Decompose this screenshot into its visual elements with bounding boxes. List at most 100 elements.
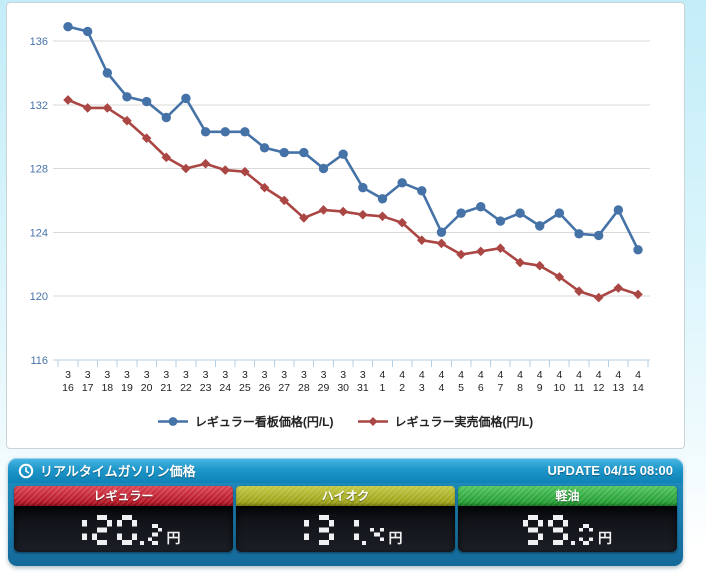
svg-text:12: 12 [593,382,605,394]
data-point [299,213,309,223]
line-chart: 1161201241281321363163173183193203213223… [30,21,650,394]
data-point [574,286,584,297]
data-point [476,202,486,212]
svg-text:29: 29 [318,382,330,394]
svg-text:1: 1 [380,382,386,394]
realtime-price-panel: リアルタイムガソリン価格 UPDATE 04/15 08:00 レギュラー円ハイ… [8,458,683,566]
data-point [475,246,486,257]
data-point [456,249,466,260]
data-point [593,292,604,303]
price-display-regular: 円 [14,506,233,552]
price-box-high-octane: ハイオク円 [236,486,455,552]
price-display-diesel: 円 [458,506,677,552]
svg-text:3: 3 [163,369,169,381]
data-point [338,206,348,217]
svg-text:120: 120 [30,291,48,303]
x-axis-labels: 3163173183193203213223233243253263273283… [62,369,644,394]
clock-icon [18,463,34,478]
data-point [613,283,624,293]
legend-item-1[interactable]: レギュラー実売価格(円/L) [357,413,533,430]
data-point [574,229,584,239]
data-point [318,163,329,174]
svg-text:3: 3 [65,369,71,381]
svg-text:22: 22 [180,382,192,394]
data-point [102,103,113,113]
data-point [456,208,466,218]
svg-text:31: 31 [357,382,369,394]
chart-series-0 [63,21,643,255]
price-value-high-octane [303,515,384,545]
svg-text:116: 116 [30,355,48,367]
svg-text:4: 4 [399,369,405,381]
data-point [63,21,73,32]
data-point [417,186,427,196]
svg-text:4: 4 [635,369,641,381]
svg-text:17: 17 [82,382,94,394]
gridlines [53,40,650,361]
svg-text:3: 3 [340,369,346,381]
svg-text:4: 4 [419,369,425,381]
legend-marker-circle-icon [157,417,188,426]
legend-item-0[interactable]: レギュラー看板価格(円/L) [157,413,334,430]
price-unit: 円 [388,530,403,546]
svg-text:4: 4 [517,369,523,381]
data-point [554,208,565,218]
data-point [259,182,270,193]
x-axis-ticks [57,359,649,367]
data-point [534,260,545,271]
svg-text:3: 3 [242,369,248,381]
svg-text:2: 2 [399,382,405,394]
data-point [161,112,171,123]
chart-legend: レギュラー看板価格(円/L) レギュラー実売価格(円/L) [7,413,684,430]
data-point [495,243,506,253]
data-point [436,238,447,249]
svg-text:4: 4 [556,369,562,381]
ticker-header: リアルタイムガソリン価格 UPDATE 04/15 08:00 [8,458,683,483]
svg-text:4: 4 [497,369,503,381]
data-point [220,165,231,175]
svg-text:25: 25 [239,382,251,394]
data-point [338,149,348,159]
svg-text:128: 128 [30,164,48,176]
svg-text:3: 3 [124,369,130,381]
svg-text:4: 4 [596,369,602,381]
data-point [122,92,132,102]
svg-text:3: 3 [144,369,150,381]
svg-text:19: 19 [121,382,133,394]
data-point [181,93,191,104]
svg-text:14: 14 [632,382,644,394]
data-point [593,230,604,241]
svg-text:4: 4 [478,369,484,381]
svg-text:3: 3 [183,369,189,381]
svg-text:4: 4 [380,369,386,381]
data-point [397,178,407,188]
price-value-regular [81,515,162,545]
price-display-high-octane: 円 [236,506,455,552]
data-point [102,68,113,78]
svg-text:4: 4 [576,369,582,381]
svg-text:3: 3 [360,369,366,381]
svg-text:3: 3 [104,369,110,381]
data-point [161,152,172,163]
price-unit: 円 [166,530,181,546]
data-point [200,127,211,137]
svg-text:8: 8 [517,382,523,394]
ticker-title: リアルタイムガソリン価格 [40,464,196,479]
svg-text:3: 3 [301,369,307,381]
price-box-label-high-octane: ハイオク [236,486,455,506]
price-displays: レギュラー円ハイオク円軽油円 [8,483,683,552]
price-box-label-diesel: 軽油 [458,486,677,506]
data-point [358,182,368,193]
data-point [554,272,565,282]
data-point [141,133,152,144]
chart-series-1 [63,95,643,303]
data-point [633,289,643,300]
svg-text:28: 28 [298,382,310,394]
svg-text:4: 4 [439,369,445,381]
svg-text:4: 4 [458,369,464,381]
svg-text:26: 26 [259,382,271,394]
data-point [279,147,289,158]
data-point [515,208,525,218]
update-timestamp: UPDATE 04/15 08:00 [547,463,674,478]
svg-text:10: 10 [554,382,566,394]
